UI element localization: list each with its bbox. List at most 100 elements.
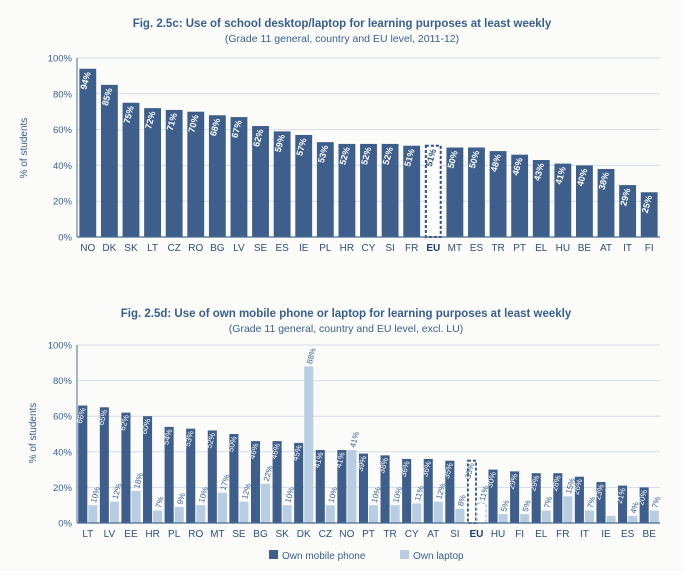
value-label-laptop-es: 4% <box>629 501 641 514</box>
value-label-hu: 41% <box>553 166 567 186</box>
value-label-be: 40% <box>575 167 589 187</box>
bar-mobile-tr <box>380 455 390 523</box>
category-label-se: SE <box>232 529 246 540</box>
chart2-bars <box>78 366 659 524</box>
value-label-laptop-tr: 10% <box>391 486 404 504</box>
category-label-mt: MT <box>448 243 462 254</box>
bar-mobile-mt <box>207 430 217 523</box>
bar-mobile-el <box>531 473 541 523</box>
chart2-value-labels: 66% 10% 65% 12% 62% 18% 60% 7% 54% 9% 53% 10% 52% 17%… <box>75 347 662 514</box>
value-label-ie: 57% <box>294 137 308 157</box>
bar-mobile-ee <box>121 412 131 523</box>
chart2-subtitle: (Grade 11 general, country and EU level,… <box>229 323 463 335</box>
category-label-cy: CY <box>405 529 419 540</box>
category-label-ro: RO <box>188 529 203 540</box>
category-label-lv: LV <box>104 529 116 540</box>
value-label-no: 94% <box>78 71 92 91</box>
value-label-dk: 85% <box>100 87 114 107</box>
bar-mobile-si <box>445 460 455 523</box>
bar-mobile-at <box>423 458 433 523</box>
chart-own-mobile-laptop: Fig. 2.5d: Use of own mobile phone or la… <box>28 308 662 562</box>
bar-fi <box>640 192 658 237</box>
bar-mobile-eu <box>466 459 477 524</box>
category-label-mt: MT <box>210 529 224 540</box>
bar-eu <box>424 144 442 239</box>
bar-es <box>468 147 485 237</box>
category-label-fi: FI <box>515 529 524 540</box>
bar-laptop-ee <box>131 490 141 523</box>
chart-school-desktop-laptop: Fig. 2.5c: Use of school desktop/laptop … <box>19 18 660 254</box>
bar-mobile-lt <box>78 405 88 523</box>
category-label-hu: HU <box>556 243 570 254</box>
bar-laptop-lt <box>88 505 98 523</box>
value-label-laptop-se: 12% <box>240 482 253 500</box>
legend-swatch-own-laptop <box>400 550 409 559</box>
bar-mobile-it <box>574 476 584 523</box>
chart2-y-axis-label: % of students <box>28 403 39 464</box>
value-label-laptop-pt: 10% <box>370 486 383 504</box>
bar-se <box>252 126 269 237</box>
category-label-ie: IE <box>299 243 309 254</box>
bar-dk <box>100 84 118 237</box>
value-label-mobile-pt: 39% <box>356 455 369 473</box>
bar-laptop-ie <box>606 515 616 523</box>
bar-be <box>576 165 593 237</box>
value-label-laptop-cz: 10% <box>327 486 340 504</box>
category-label-lt: LT <box>82 529 93 540</box>
category-label-fr: FR <box>556 529 569 540</box>
bar-mobile-cy <box>402 458 412 523</box>
category-label-sk: SK <box>275 529 289 540</box>
value-label-mobile-cz: 41% <box>312 451 325 469</box>
bar-laptop-cy <box>412 503 422 523</box>
bar-no <box>79 68 97 238</box>
value-label-laptop-el: 7% <box>543 496 555 509</box>
value-label-mt: 50% <box>445 149 459 169</box>
value-label-sk: 75% <box>122 105 136 125</box>
bar-mobile-dk <box>294 442 304 523</box>
value-label-laptop-cy: 11% <box>413 485 426 502</box>
category-label-bg: BG <box>210 243 225 254</box>
chart1-bars <box>79 68 658 239</box>
c2-y-tick-label: 20% <box>53 483 73 494</box>
value-label-mobile-no: 41% <box>334 451 347 469</box>
category-label-dk: DK <box>297 529 311 540</box>
bar-fr <box>403 145 421 237</box>
category-label-pl: PL <box>319 243 332 254</box>
category-label-bg: BG <box>253 529 268 540</box>
category-label-sk: SK <box>124 243 138 254</box>
value-label-laptop-fr: 15% <box>564 477 577 495</box>
chart2-y-ticks: 0% 20% 40% 60% 80% 100% <box>48 341 73 530</box>
c2-y-tick-label: 100% <box>48 341 73 352</box>
chart1-category-labels: NO DK SK LT CZ RO BG LV SE ES IE PL HR CY SI FR EU MT ES TR… <box>80 243 653 254</box>
chart1-subtitle: (Grade 11 general, country and EU level,… <box>225 33 459 45</box>
category-label-no: NO <box>80 243 95 254</box>
bar-pt <box>511 154 529 237</box>
value-label-eu: 51% <box>424 148 438 168</box>
bar-bg <box>208 115 226 237</box>
bar-laptop-at <box>433 501 443 523</box>
bar-laptop-sk <box>282 505 292 523</box>
category-label-cy: CY <box>362 243 376 254</box>
value-label-laptop-mt: 17% <box>219 473 232 491</box>
bar-ro <box>187 111 205 237</box>
bar-mobile-be <box>639 487 649 523</box>
category-label-dk: DK <box>102 243 116 254</box>
value-label-mobile-be: 20% <box>636 489 649 507</box>
value-label-mobile-dk: 45% <box>291 444 304 462</box>
chart1-y-ticks: 0% 20% 40% 60% 80% 100% <box>48 54 73 244</box>
c1-y-tick-label: 20% <box>53 197 73 208</box>
value-label-cy: 52% <box>359 146 373 166</box>
bar-laptop-be <box>649 510 659 523</box>
value-label-mobile-at: 36% <box>420 460 433 478</box>
bar-laptop-se <box>239 501 249 523</box>
value-label-hr: 52% <box>338 146 352 166</box>
value-label-es: 50% <box>467 149 481 169</box>
category-label-lt: LT <box>147 243 158 254</box>
c1-y-tick-label: 0% <box>58 233 72 244</box>
bar-el <box>532 160 550 237</box>
bar-ie <box>295 134 313 237</box>
value-label-mobile-hu: 30% <box>485 471 498 489</box>
category-label-be: BE <box>643 529 657 540</box>
